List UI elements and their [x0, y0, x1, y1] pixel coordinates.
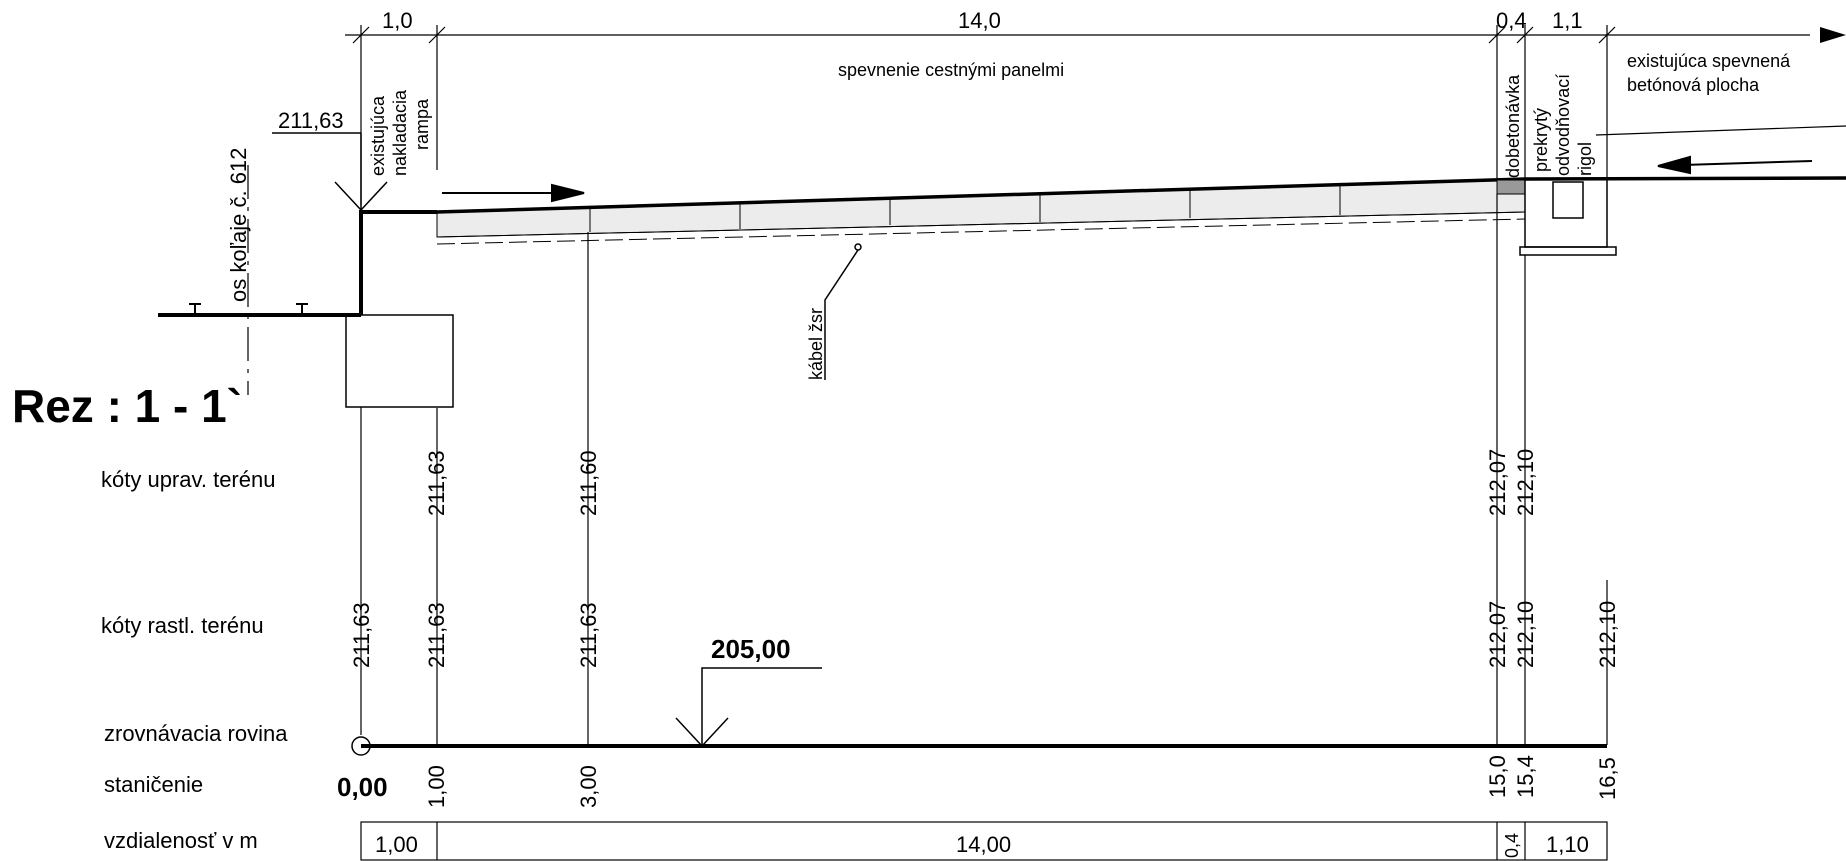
existing-area-label-2: betónová plocha: [1627, 75, 1760, 95]
dim-4: 1,1: [1552, 8, 1583, 33]
row-label-rovina: zrovnávacia rovina: [104, 721, 288, 746]
rastly-value: 212,10: [1513, 601, 1538, 668]
ramp-level-value: 211,63: [278, 108, 344, 133]
ramp-label-1: existujúca: [368, 95, 388, 176]
rastly-value: 211,63: [349, 602, 374, 668]
dim-1: 1,0: [382, 8, 413, 33]
dobetonavka-label: dobetonávka: [1503, 74, 1523, 178]
rastly-value: 212,07: [1485, 601, 1510, 668]
rigol-label-2: odvodňovací: [1553, 74, 1573, 176]
rigol-label-1: prekrytý: [1531, 108, 1551, 172]
pavement: [436, 177, 1526, 245]
dim-2: 14,0: [958, 8, 1001, 33]
dim-3: 0,4: [1496, 8, 1527, 33]
cable: [824, 243, 862, 380]
station-value: 1,00: [424, 765, 449, 808]
rastly-value: 211,63: [576, 602, 601, 668]
rastly-value: 212,10: [1595, 601, 1620, 668]
section-title: Rez : 1 - 1`: [12, 380, 242, 432]
rastly-value: 211,63: [424, 602, 449, 668]
upraveny-value: 212,07: [1485, 449, 1510, 516]
upraveny-value: 212,10: [1513, 449, 1538, 516]
upraveny-value: 211,60: [576, 450, 601, 516]
row-label-rastly: kóty rastl. terénu: [101, 613, 264, 638]
station-value: 16,5: [1595, 757, 1620, 800]
station-value: 15,4: [1513, 755, 1538, 798]
drainage-gutter: [1519, 176, 1846, 256]
distance-value: 1,00: [375, 832, 418, 857]
distance-value: 1,10: [1546, 832, 1589, 857]
datum-level-value: 205,00: [711, 634, 791, 664]
ramp-label-2: nakladacia: [390, 89, 410, 176]
station-value: 3,00: [576, 765, 601, 808]
station-lines: [360, 194, 1608, 745]
slope-arrows: [442, 125, 1846, 203]
upraveny-value: 211,63: [424, 450, 449, 516]
row-label-upraveny: kóty uprav. terénu: [101, 467, 275, 492]
top-dimension-line: [345, 25, 1810, 205]
track-axis-label: os koľaje č. 612: [226, 148, 251, 302]
row-label-vzdialenost: vzdialenosť v m: [104, 828, 258, 853]
distance-table: [360, 821, 1608, 861]
existing-area-label-1: existujúca spevnená: [1627, 51, 1791, 71]
track: [158, 165, 361, 395]
distance-value: 14,00: [956, 832, 1011, 857]
ramp-level-marker: [272, 132, 388, 211]
distance-value: 0,4: [1502, 833, 1522, 858]
ramp-label-3: rampa: [412, 98, 432, 150]
panels-label: spevnenie cestnými panelmi: [838, 60, 1064, 80]
datum-line: [351, 667, 1607, 756]
rigol-label-3: rigol: [1575, 142, 1595, 176]
cable-label: kábel žsr: [806, 308, 826, 380]
dimension-arrow-icon: [1820, 27, 1846, 43]
start-station: 0,00: [337, 772, 388, 802]
row-label-stanicenie: staničenie: [104, 772, 203, 797]
loading-ramp: [345, 210, 454, 408]
station-value: 15,0: [1485, 755, 1510, 798]
